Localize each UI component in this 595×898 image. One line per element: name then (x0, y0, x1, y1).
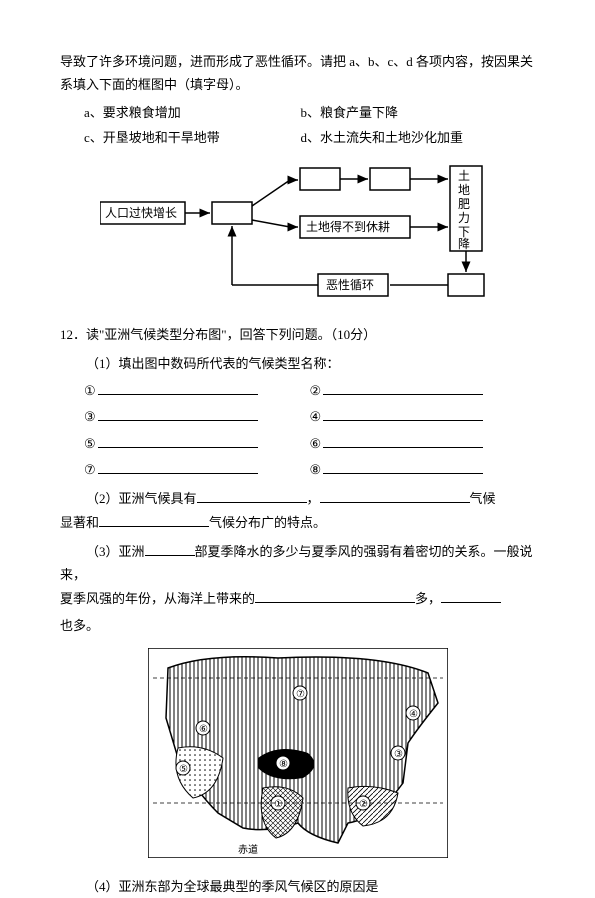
blank-7[interactable] (98, 460, 258, 474)
q12-p3: （3）亚洲部夏季降水的多少与夏季风的强弱有着密切的关系。一般说来， (60, 540, 535, 587)
svg-text:⑥: ⑥ (199, 724, 208, 735)
intro-text: 导致了许多环境问题，进而形成了恶性循环。请把 a、b、c、d 各项内容，按因果关… (60, 50, 535, 97)
diag-start: 人口过快增长 (105, 206, 177, 220)
blank-2[interactable] (323, 381, 483, 395)
q12-p3b: 夏季风强的年份，从海洋上带来的 多， (60, 587, 535, 610)
blanks-row-2: ③ ④ (84, 405, 535, 428)
svg-text:⑤: ⑤ (179, 764, 188, 775)
blank-p2-2[interactable] (320, 489, 470, 503)
p3-d: 多， (415, 591, 441, 606)
num-2: ② (310, 379, 322, 402)
blank-4[interactable] (323, 407, 483, 421)
blank-p2-3[interactable] (99, 513, 209, 527)
p3-c: 夏季风强的年份，从海洋上带来的 (60, 591, 255, 606)
num-5: ⑤ (84, 432, 96, 455)
num-6: ⑥ (310, 432, 322, 455)
p2-b: 气候 (470, 491, 496, 506)
blank-6[interactable] (323, 434, 483, 448)
svg-text:赤道: 赤道 (238, 843, 258, 856)
num-8: ⑧ (310, 458, 322, 481)
flow-diagram: .bx { fill:#fff; stroke:#000; stroke-wid… (100, 162, 535, 309)
map-svg: ⑦ ⑥ ⑤ ① ② ③ ④ ⑧ 赤道 (148, 648, 448, 858)
asia-map: ⑦ ⑥ ⑤ ① ② ③ ④ ⑧ 赤道 (60, 648, 535, 865)
svg-text:③: ③ (394, 749, 403, 760)
svg-text:①: ① (274, 799, 283, 810)
num-4: ④ (310, 405, 322, 428)
svg-text:降: 降 (458, 237, 470, 251)
option-d: d、水土流失和土地沙化加重 (300, 126, 516, 149)
p2-c: 显著和 (60, 515, 99, 530)
svg-text:力: 力 (458, 211, 470, 225)
blank-p3-2[interactable] (255, 589, 415, 603)
p2-d: 气候分布广的特点。 (209, 515, 326, 530)
options-row-2: c、开垦坡地和干旱地带 d、水土流失和土地沙化加重 (84, 126, 535, 149)
svg-text:④: ④ (409, 709, 418, 720)
svg-text:⑧: ⑧ (279, 759, 288, 770)
svg-text:地: 地 (458, 183, 470, 197)
options-row-1: a、要求粮食增加 b、粮食产量下降 (84, 101, 535, 124)
num-1: ① (84, 379, 96, 402)
q12-p3c: 也多。 (60, 614, 535, 637)
num-3: ③ (84, 405, 96, 428)
svg-text:②: ② (359, 799, 368, 810)
flow-svg: .bx { fill:#fff; stroke:#000; stroke-wid… (100, 162, 520, 302)
blanks-row-1: ① ② (84, 379, 535, 402)
q12-p2b: 显著和 气候分布广的特点。 (60, 511, 535, 534)
blank-p2-1[interactable] (197, 489, 307, 503)
q12-p2: （2）亚洲气候具有，气候 (60, 487, 535, 510)
blank-3[interactable] (98, 407, 258, 421)
blank-p3-3[interactable] (441, 589, 501, 603)
diag-land: 土地得不到休耕 (306, 219, 390, 234)
p2-a: （2）亚洲气候具有 (86, 491, 197, 506)
diag-fert: 土 (458, 169, 470, 183)
blanks-row-3: ⑤ ⑥ (84, 432, 535, 455)
blank-8[interactable] (323, 460, 483, 474)
blanks-row-4: ⑦ ⑧ (84, 458, 535, 481)
q12-title: 12．读"亚洲气候类型分布图"，回答下列问题。（10分） (60, 323, 535, 346)
blank-1[interactable] (98, 381, 258, 395)
num-7: ⑦ (84, 458, 96, 481)
svg-text:肥: 肥 (458, 197, 470, 211)
q12-p1: （1）填出图中数码所代表的气候类型名称： (60, 352, 535, 375)
q12-p4: （4）亚洲东部为全球最典型的季风气候区的原因是 (60, 875, 535, 898)
svg-text:⑦: ⑦ (296, 689, 305, 700)
p3-a: （3）亚洲 (86, 544, 145, 559)
diag-vicious: 恶性循环 (326, 278, 374, 292)
option-c: c、开垦坡地和干旱地带 (84, 126, 300, 149)
option-a: a、要求粮食增加 (84, 101, 300, 124)
option-b: b、粮食产量下降 (300, 101, 516, 124)
blank-5[interactable] (98, 434, 258, 448)
blank-p3-1[interactable] (145, 542, 195, 556)
